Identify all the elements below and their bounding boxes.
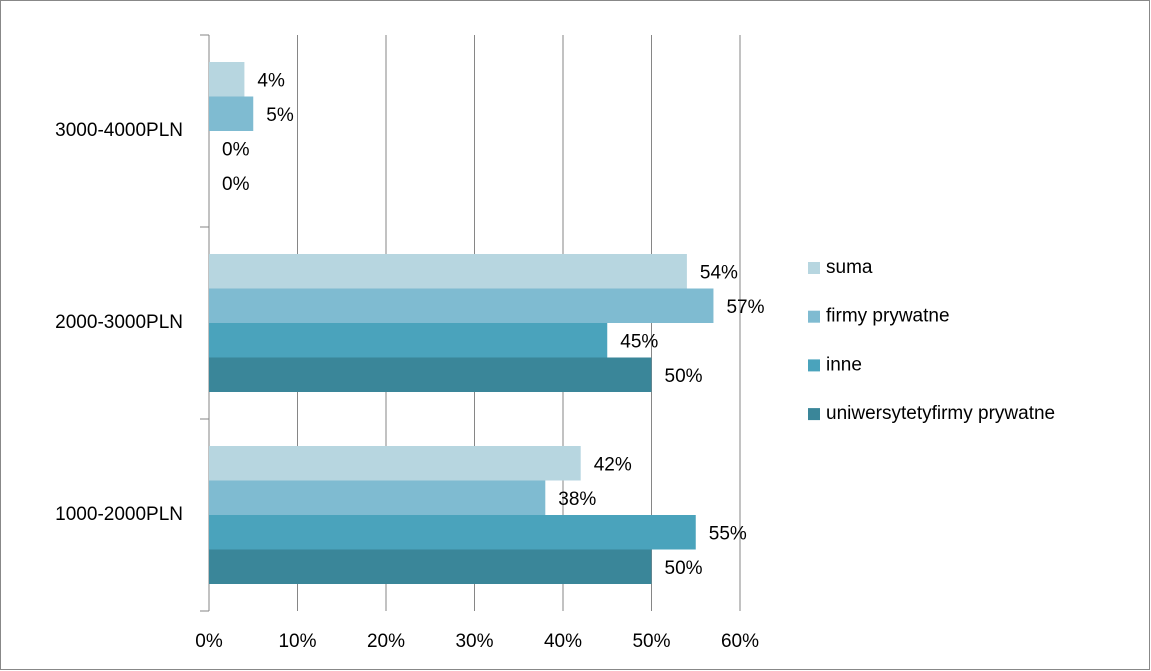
legend-label: inne — [826, 354, 862, 375]
x-tick-label: 0% — [195, 631, 223, 652]
x-tick-label: 30% — [455, 631, 493, 652]
bar — [209, 515, 696, 550]
legend-label: uniwersytetyfirmy prywatne — [826, 403, 1055, 424]
data-label: 4% — [257, 70, 285, 91]
y-tick-label: 3000-4000PLN — [55, 120, 183, 141]
bar — [209, 254, 687, 289]
bar — [209, 549, 652, 584]
data-label: 50% — [665, 558, 703, 579]
legend-swatch — [808, 359, 820, 372]
data-label: 57% — [726, 297, 764, 318]
data-label: 5% — [266, 105, 294, 126]
bar — [209, 96, 254, 131]
x-tick-label: 20% — [367, 631, 405, 652]
bar — [209, 323, 608, 358]
legend-label: suma — [826, 257, 873, 278]
data-label: 0% — [222, 174, 250, 195]
x-tick-label: 50% — [632, 631, 670, 652]
data-label: 45% — [620, 331, 658, 352]
data-label: 38% — [558, 489, 596, 510]
y-tick-label: 1000-2000PLN — [55, 504, 183, 525]
data-label: 55% — [709, 523, 747, 544]
bar — [209, 62, 245, 97]
bar — [209, 480, 546, 515]
x-tick-label: 10% — [278, 631, 316, 652]
bar — [209, 446, 581, 481]
data-label: 42% — [594, 454, 632, 475]
legend-swatch — [808, 262, 820, 274]
legend-swatch — [808, 408, 820, 421]
data-label: 54% — [700, 262, 738, 283]
legend-swatch — [808, 310, 820, 323]
bar — [209, 288, 714, 323]
legend-label: firmy prywatne — [826, 306, 950, 327]
bar — [209, 357, 652, 392]
data-label: 0% — [222, 139, 250, 160]
y-tick-label: 2000-3000PLN — [55, 312, 183, 333]
x-tick-label: 60% — [721, 631, 759, 652]
data-label: 50% — [665, 366, 703, 387]
x-tick-label: 40% — [544, 631, 582, 652]
